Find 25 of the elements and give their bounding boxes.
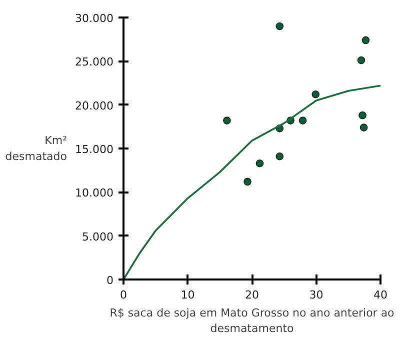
point [312,90,320,98]
point [223,116,231,124]
point [256,159,264,168]
x-tick-label: 40 [374,288,388,302]
x-tick-label: 30 [309,288,324,302]
point [244,178,252,186]
point [276,22,284,30]
y-tick-label: 10.000 [75,186,114,200]
y-tick-label: 5.000 [82,230,114,244]
point [276,152,284,160]
y-tick-label: 0 [106,274,114,287]
y-tick-label: 30.000 [75,12,114,25]
y-axis-title: Km² desmatado [5,134,68,163]
point [357,56,366,64]
y-tick-label: 25.000 [75,56,114,69]
point [358,111,366,120]
x-tick-label: 10 [180,288,195,302]
point [360,124,368,132]
y-tick-label: 15.000 [75,143,114,156]
x-axis-title: R$ saca de soja em Mato Grosso no ano anterior ao desmatamento [110,306,395,336]
x-tick-label: 20 [245,288,259,302]
y-tick-label: 20.000 [75,99,114,112]
point [362,36,370,44]
point [298,116,307,124]
x-tick-label: 0 [120,288,127,302]
